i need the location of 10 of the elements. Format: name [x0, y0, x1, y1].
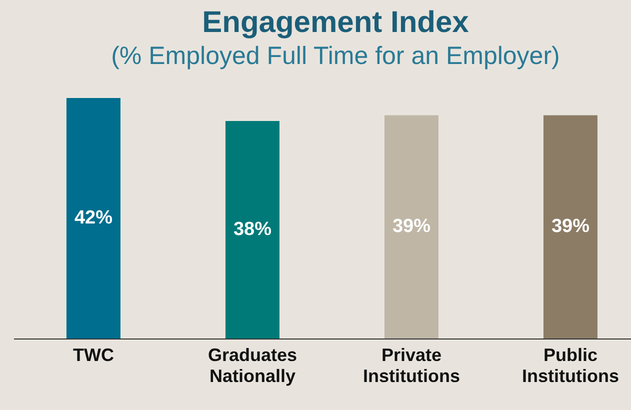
x-tick-label: Graduates Nationally	[208, 345, 298, 386]
chart-subtitle: (% Employed Full Time for an Employer)	[110, 42, 561, 71]
chart-title: Engagement Index	[201, 5, 470, 40]
data-label: 39%	[551, 216, 590, 238]
x-tick-label: Private Institutions	[363, 345, 460, 386]
x-tick-label: Public Institutions	[522, 345, 619, 386]
x-tick-label: TWC	[73, 345, 114, 365]
data-label: 38%	[233, 218, 272, 240]
data-label: 39%	[392, 216, 431, 238]
data-label: 42%	[74, 208, 113, 229]
